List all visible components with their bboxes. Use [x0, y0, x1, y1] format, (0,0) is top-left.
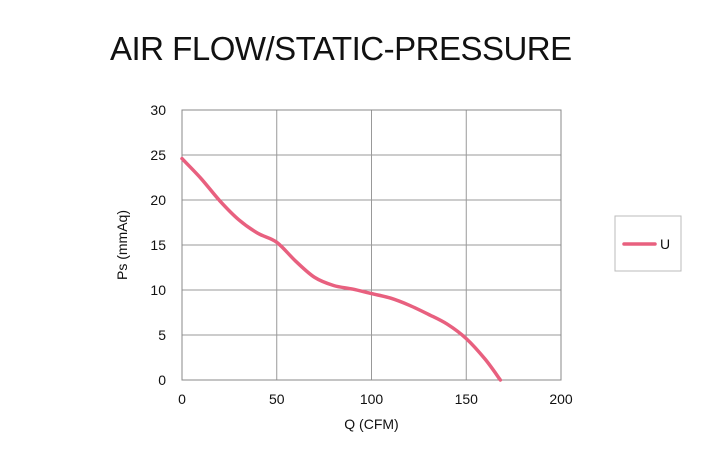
x-tick-label: 150: [455, 391, 479, 407]
y-tick-label: 25: [150, 147, 166, 163]
tick-labels-layer: 0 5 10 15 20 25 30 0 50 100 150 200: [150, 102, 572, 407]
y-tick-label: 30: [150, 102, 166, 118]
x-tick-label: 0: [178, 391, 186, 407]
series-line-U: [180, 156, 503, 382]
y-tick-label: 0: [158, 372, 166, 388]
y-axis-label: Ps (mmAq): [114, 210, 130, 280]
x-tick-label: 100: [360, 391, 384, 407]
y-tick-label: 20: [150, 192, 166, 208]
plot-frame: [181, 109, 562, 381]
legend-label-U: U: [660, 236, 670, 252]
legend: U: [614, 215, 682, 272]
y-tick-label: 5: [158, 327, 166, 343]
series-layer: [180, 156, 503, 382]
y-tick-label: 10: [150, 282, 166, 298]
y-tick-label: 15: [150, 237, 166, 253]
x-tick-label: 200: [549, 391, 573, 407]
x-tick-label: 50: [269, 391, 285, 407]
grid-layer: [181, 109, 562, 381]
chart-title: AIR FLOW/STATIC-PRESSURE: [110, 30, 572, 67]
x-axis-label: Q (CFM): [344, 416, 398, 432]
